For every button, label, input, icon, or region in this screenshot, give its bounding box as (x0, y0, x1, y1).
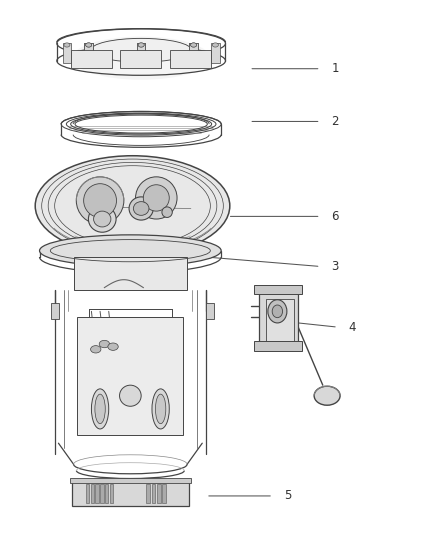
Ellipse shape (152, 389, 169, 429)
Ellipse shape (138, 43, 144, 47)
Ellipse shape (191, 43, 197, 47)
Ellipse shape (138, 43, 144, 47)
Bar (72, 481, 189, 506)
Text: 2: 2 (332, 115, 339, 128)
Text: 6: 6 (332, 210, 339, 223)
Bar (254, 285, 302, 294)
FancyBboxPatch shape (189, 43, 198, 63)
Bar (91, 484, 94, 503)
Ellipse shape (99, 341, 110, 348)
FancyBboxPatch shape (85, 43, 93, 63)
Ellipse shape (64, 43, 70, 47)
Text: 4: 4 (349, 321, 356, 334)
Ellipse shape (212, 43, 219, 47)
Ellipse shape (72, 37, 210, 80)
Ellipse shape (92, 389, 109, 429)
Ellipse shape (134, 201, 149, 215)
Bar (266, 298, 294, 342)
Text: 3: 3 (332, 260, 339, 273)
Bar (152, 484, 155, 503)
Ellipse shape (94, 211, 111, 227)
Text: 5: 5 (284, 489, 291, 503)
Bar (120, 50, 162, 68)
Bar (71, 50, 112, 68)
Ellipse shape (129, 197, 153, 220)
Ellipse shape (88, 206, 116, 232)
Text: 1: 1 (332, 62, 339, 75)
Ellipse shape (86, 43, 92, 47)
Ellipse shape (135, 177, 177, 219)
Ellipse shape (35, 156, 230, 256)
Bar (206, 303, 214, 319)
Ellipse shape (76, 177, 124, 224)
Bar (100, 484, 103, 503)
Ellipse shape (108, 343, 118, 350)
Ellipse shape (95, 394, 105, 424)
Ellipse shape (61, 103, 221, 144)
FancyBboxPatch shape (189, 43, 198, 63)
FancyBboxPatch shape (63, 43, 71, 63)
Ellipse shape (86, 43, 92, 47)
Bar (162, 484, 166, 503)
Ellipse shape (39, 235, 221, 266)
Bar (254, 342, 302, 351)
FancyBboxPatch shape (85, 43, 93, 63)
Ellipse shape (91, 345, 101, 353)
Bar (170, 50, 211, 68)
FancyBboxPatch shape (137, 43, 145, 63)
Ellipse shape (314, 386, 340, 405)
Ellipse shape (84, 184, 117, 217)
Bar (95, 484, 99, 503)
Ellipse shape (120, 385, 141, 406)
Bar (259, 293, 298, 348)
Ellipse shape (272, 305, 283, 318)
Bar (74, 257, 187, 290)
Ellipse shape (155, 394, 166, 424)
Bar (51, 303, 59, 319)
Bar (78, 317, 184, 435)
FancyBboxPatch shape (137, 43, 145, 63)
Bar (146, 484, 150, 503)
Ellipse shape (268, 300, 287, 323)
Ellipse shape (191, 43, 197, 47)
Ellipse shape (91, 38, 192, 62)
Ellipse shape (162, 207, 172, 217)
Bar (105, 484, 108, 503)
Ellipse shape (143, 185, 169, 211)
Bar (110, 484, 113, 503)
FancyBboxPatch shape (211, 43, 220, 63)
Bar (86, 484, 89, 503)
Bar (70, 478, 191, 483)
Bar (157, 484, 161, 503)
